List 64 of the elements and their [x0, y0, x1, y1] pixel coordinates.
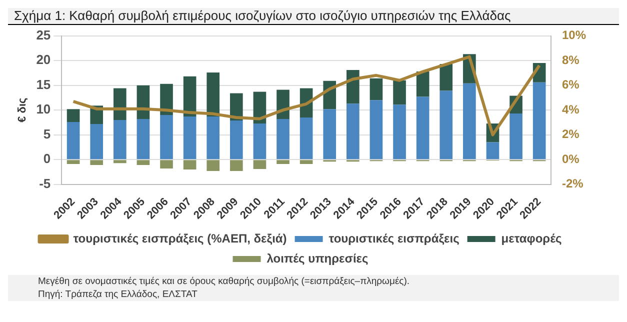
bar: [486, 142, 500, 160]
bar: [393, 104, 406, 160]
y2-tick-label: 0%: [562, 152, 580, 166]
bar: [114, 160, 126, 164]
bar: [253, 160, 266, 170]
legend-label: μεταφορές: [501, 231, 562, 246]
bar: [276, 160, 290, 164]
bar: [160, 160, 173, 169]
bar: [253, 123, 266, 160]
y-tick-label: 10: [36, 102, 51, 117]
text: Πηγή: Τράπεζα της Ελλάδος, ΕΛΣΤΑΤ: [37, 288, 198, 301]
bar: [90, 160, 104, 166]
y2-tick-label: 6%: [562, 78, 580, 92]
y-tick-label: -5: [39, 176, 51, 191]
bar: [532, 82, 546, 160]
bar: [90, 124, 104, 160]
bar: [346, 70, 360, 104]
bar: [463, 83, 476, 160]
bar: [416, 71, 430, 97]
bar: [300, 160, 313, 164]
bar: [66, 160, 80, 164]
y-tick-label: 15: [36, 76, 51, 92]
y-tick-label: 0: [43, 151, 51, 166]
bar: [183, 76, 196, 117]
bar: [440, 90, 453, 160]
bar: [230, 120, 243, 160]
bar: [230, 160, 243, 171]
y2-tick-label: -2%: [562, 176, 584, 191]
y2-tick-label: 10%: [562, 28, 586, 42]
bar: [183, 116, 196, 160]
bar: [440, 64, 453, 91]
y-axis-title: € δις: [16, 97, 29, 122]
bar: [206, 72, 220, 117]
bar: [510, 114, 522, 160]
legend-label: τουριστικές εισπράξεις: [328, 231, 460, 246]
legend-label: τουριστικές εισπράξεις (%ΑΕΠ, δεξιά): [73, 231, 287, 246]
bar: [370, 100, 383, 160]
bar: [323, 109, 336, 160]
bar: [206, 160, 220, 171]
y2-tick-label: 8%: [562, 52, 580, 67]
bar: [346, 104, 360, 160]
y-tick-label: 5: [43, 126, 51, 142]
bar: [66, 122, 80, 160]
bar: [300, 118, 313, 160]
bar: [160, 84, 173, 116]
y2-tick-label: 2%: [562, 127, 580, 142]
y2-tick-label: 4%: [562, 102, 580, 116]
bar: [393, 80, 406, 105]
bar: [416, 96, 430, 160]
y-tick-label: 20: [36, 52, 51, 68]
bar: [136, 118, 150, 160]
bar: [114, 120, 126, 160]
chart-title: Σχήμα 1: Καθαρή συμβολή επιμέρους ισοζυγίων στο ισοζύγιο υπηρεσιών της Ελλάδας: [8, 8, 619, 25]
bar: [160, 115, 173, 160]
bar: [370, 78, 383, 100]
bar: [206, 116, 220, 160]
bar: [183, 160, 196, 170]
bar: [136, 160, 150, 166]
text: Μεγέθη σε ονομαστικές τιμές και σε όρους καθαρής συμβολής (=εισπράξεις–πληρωμές).: [37, 275, 411, 288]
bar: [276, 118, 290, 160]
legend-label: λοιπές υπηρεσίες: [266, 251, 368, 266]
y-tick-label: 25: [36, 27, 51, 42]
bar: [114, 88, 126, 120]
bar: [66, 109, 80, 122]
